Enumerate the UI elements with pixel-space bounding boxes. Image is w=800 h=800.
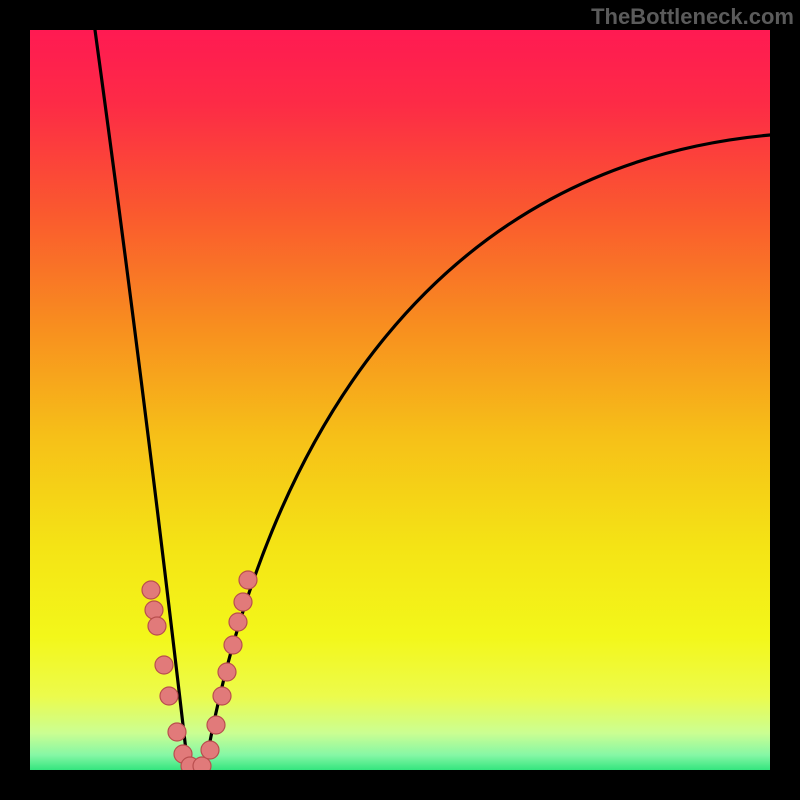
watermark-text: TheBottleneck.com xyxy=(591,4,794,30)
data-marker xyxy=(155,656,173,674)
plot-area xyxy=(30,30,770,770)
data-marker xyxy=(229,613,247,631)
data-marker xyxy=(160,687,178,705)
data-marker xyxy=(213,687,231,705)
data-marker xyxy=(145,601,163,619)
data-marker xyxy=(239,571,257,589)
data-marker xyxy=(168,723,186,741)
data-marker xyxy=(148,617,166,635)
gradient-background xyxy=(30,30,770,770)
data-marker xyxy=(218,663,236,681)
data-marker xyxy=(224,636,242,654)
data-marker xyxy=(207,716,225,734)
chart-container: TheBottleneck.com xyxy=(0,0,800,800)
plot-svg xyxy=(30,30,770,770)
data-marker xyxy=(142,581,160,599)
data-marker xyxy=(201,741,219,759)
data-marker xyxy=(234,593,252,611)
